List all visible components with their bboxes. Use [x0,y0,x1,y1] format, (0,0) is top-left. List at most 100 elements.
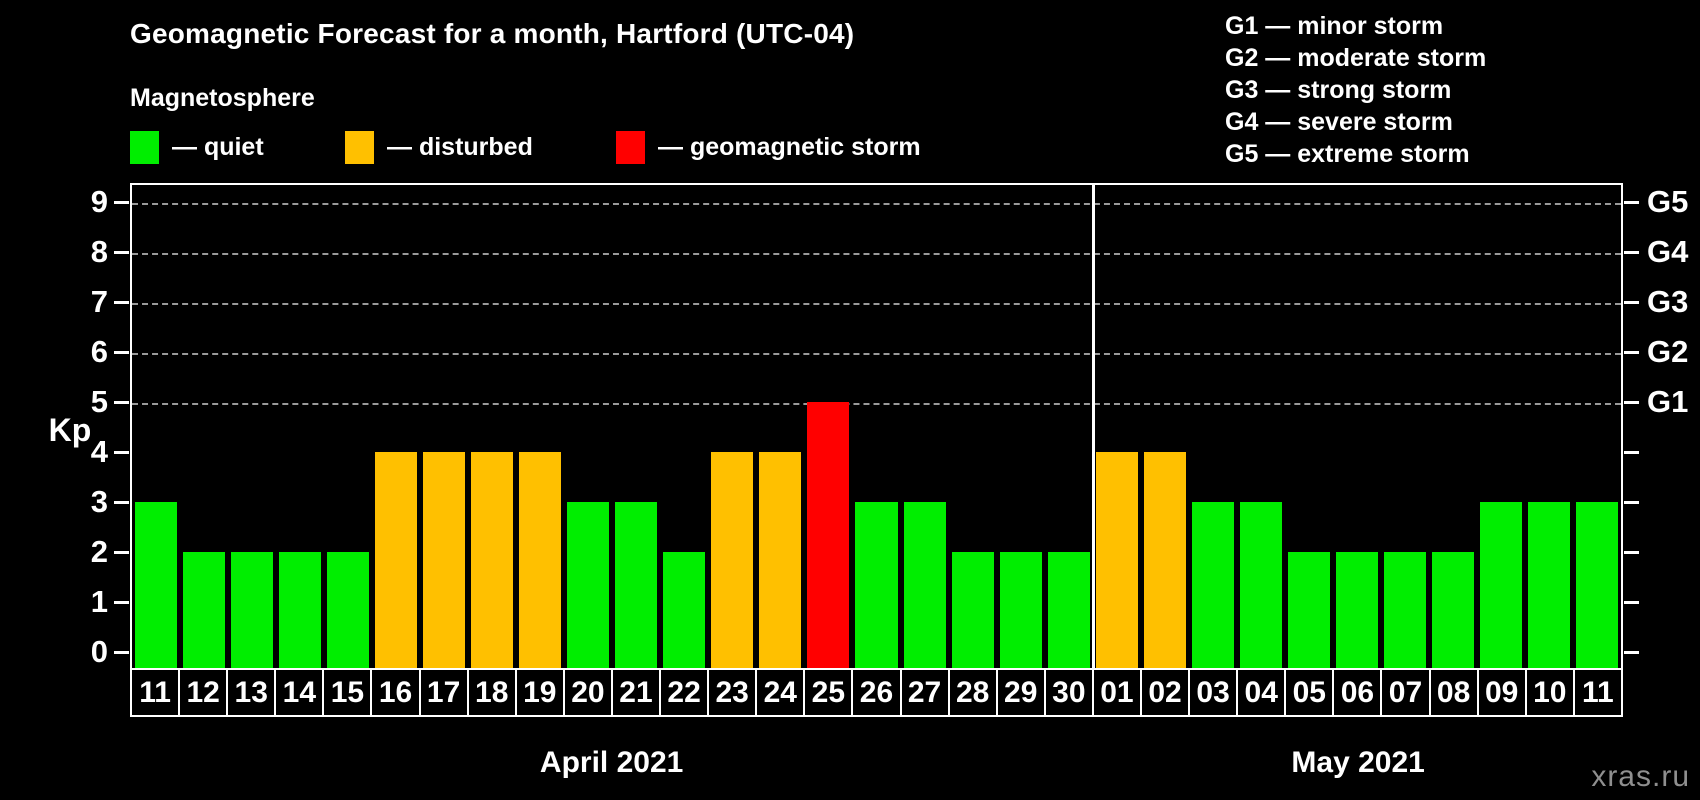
kp-bar-day-21 [615,502,658,668]
y-tick-4 [114,451,129,454]
day-label-27: 27 [899,668,950,717]
day-label-11: 11 [130,668,181,717]
day-label-23: 23 [707,668,758,717]
day-label-22: 22 [659,668,710,717]
day-label-08: 08 [1428,668,1479,717]
y-tick-label-0: 0 [90,634,108,669]
kp-bar-day-27 [903,502,946,668]
day-label-14: 14 [274,668,325,717]
kp-bar-day-29 [999,552,1042,668]
g-legend-item: G2 — moderate storm [1225,44,1487,72]
y-tick-label-4: 4 [90,434,108,469]
day-label-12: 12 [178,668,229,717]
kp-bar-day-24 [759,452,802,668]
day-label-09: 09 [1476,668,1527,717]
g-axis-tick-4 [1624,451,1639,454]
day-label-13: 13 [226,668,277,717]
g-axis-label-G4: G4 [1647,234,1689,269]
day-label-02: 02 [1139,668,1191,717]
day-label-11: 11 [1572,668,1623,717]
gridline-kp9 [132,203,1621,205]
kp-bar-day-13 [231,552,274,668]
day-label-24: 24 [755,668,806,717]
y-tick-label-1: 1 [90,584,108,619]
g-axis-label-G2: G2 [1647,334,1689,369]
gridline-kp5 [132,403,1621,405]
y-tick-label-5: 5 [90,384,108,419]
y-tick-3 [114,501,129,504]
y-tick-label-6: 6 [90,334,108,369]
kp-bar-day-16 [375,452,418,668]
kp-bar-day-05 [1287,552,1330,668]
kp-bar-day-14 [279,552,322,668]
kp-bar-day-01 [1095,452,1138,668]
g-axis-tick-3 [1624,501,1639,504]
kp-bar-day-11 [1575,502,1618,668]
day-label-10: 10 [1524,668,1575,717]
kp-bar-day-11 [135,502,178,668]
g-axis-tick-9 [1624,201,1639,204]
kp-bar-day-02 [1143,452,1186,668]
kp-bar-day-18 [471,452,514,668]
day-label-29: 29 [995,668,1046,717]
g-axis-label-G3: G3 [1647,284,1689,319]
day-label-16: 16 [370,668,421,717]
day-label-25: 25 [803,668,854,717]
kp-bar-day-30 [1047,552,1090,668]
day-label-05: 05 [1284,668,1335,717]
g-scale-legend: G1 — minor storm G2 — moderate storm G3 — … [1225,10,1486,170]
g-axis-tick-0 [1624,651,1639,654]
g-axis-tick-2 [1624,551,1639,554]
g-axis-tick-6 [1624,351,1639,354]
kp-bar-day-26 [855,502,898,668]
kp-bar-day-10 [1527,502,1570,668]
y-tick-0 [114,651,129,654]
g-axis-tick-8 [1624,251,1639,254]
day-label-04: 04 [1236,668,1287,717]
y-tick-5 [114,401,129,404]
y-tick-label-8: 8 [90,234,108,269]
day-label-28: 28 [947,668,998,717]
legend-item-storm: — geomagnetic storm [616,129,921,165]
kp-bar-day-12 [183,552,226,668]
day-label-07: 07 [1380,668,1431,717]
kp-bar-day-06 [1335,552,1378,668]
day-label-26: 26 [851,668,902,717]
month-label: May 2021 [1291,746,1425,779]
day-label-01: 01 [1091,668,1142,717]
g-legend-item: G1 — minor storm [1225,12,1444,40]
g-axis-label-G5: G5 [1647,184,1689,219]
legend-item-disturbed: — disturbed [345,129,533,165]
month-separator [1091,185,1095,668]
kp-bar-day-03 [1191,502,1234,668]
y-tick-1 [114,601,129,604]
y-tick-7 [114,301,129,304]
y-tick-6 [114,351,129,354]
kp-bar-day-23 [711,452,754,668]
g-legend-item: G5 — extreme storm [1225,140,1470,168]
legend-label-quiet: — quiet [172,132,264,161]
legend-label-storm: — geomagnetic storm [658,132,921,161]
storm-color-swatch [616,130,645,164]
g-axis-tick-7 [1624,301,1639,304]
kp-bar-day-09 [1479,502,1522,668]
g-legend-item: G3 — strong storm [1225,76,1452,104]
legend-label-disturbed: — disturbed [387,132,533,161]
kp-bar-day-15 [327,552,370,668]
y-tick-label-3: 3 [90,484,108,519]
disturbed-color-swatch [345,130,374,164]
day-label-03: 03 [1188,668,1239,717]
day-label-19: 19 [514,668,565,717]
day-label-21: 21 [610,668,662,717]
month-label: April 2021 [539,746,684,779]
day-label-15: 15 [322,668,373,717]
kp-bar-day-20 [567,502,610,668]
day-label-06: 06 [1332,668,1383,717]
y-tick-label-7: 7 [90,284,108,319]
quiet-color-swatch [130,130,159,164]
chart-title: Geomagnetic Forecast for a month, Hartfo… [130,18,855,49]
day-label-20: 20 [562,668,613,717]
watermark: xras.ru [1591,760,1690,793]
x-axis-day-labels: 11 12 13 14 15 16 17 18 19 20 21 22 23 24 25 26 27 28 29 30… [130,668,1623,717]
